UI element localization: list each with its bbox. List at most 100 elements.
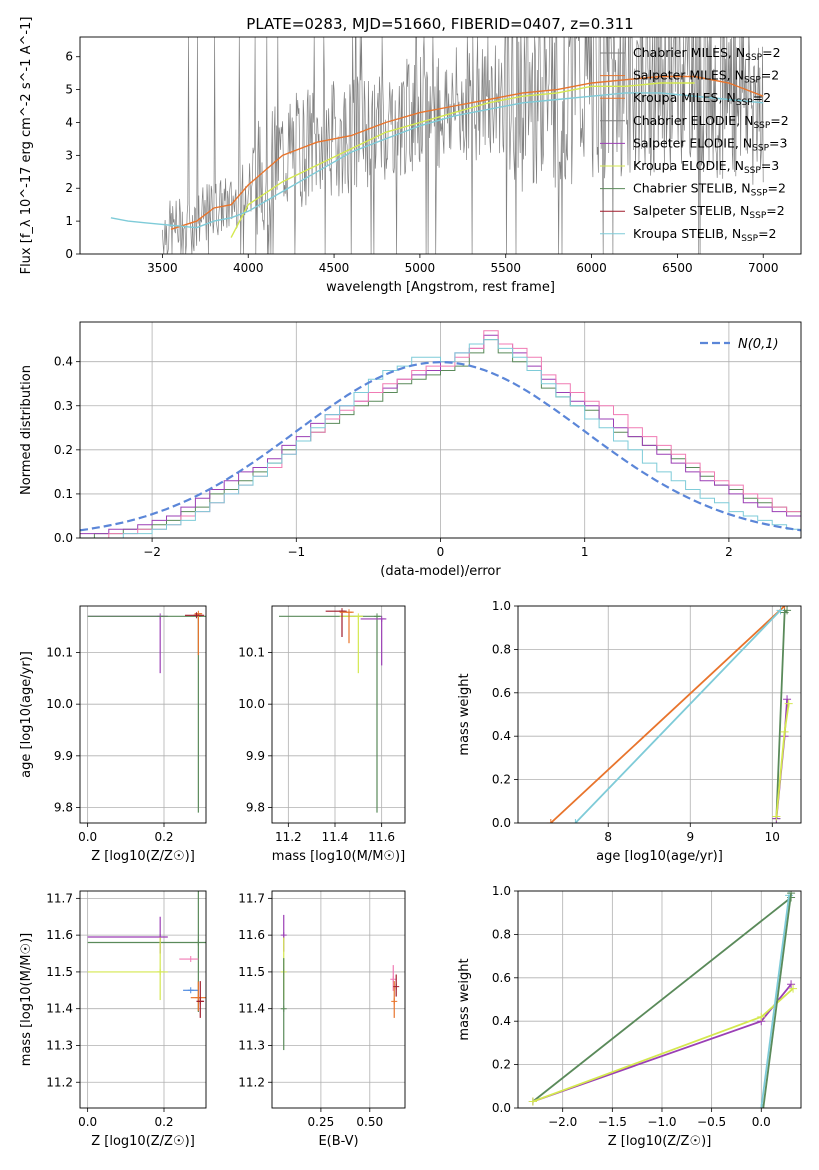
y-tick-label: 11.7 [238, 891, 265, 905]
legend-rest: =2 [762, 45, 780, 60]
y-axis-label: Normed distribution [19, 365, 34, 495]
mass-weight-marker [571, 819, 580, 823]
x-tick-label: 6500 [662, 261, 693, 275]
y-tick-label: 0.0 [54, 531, 73, 545]
y-axis-label: mass [log10(M/M☉)] [19, 933, 34, 1066]
x-tick-label: 5500 [490, 261, 521, 275]
panel-age-vs-Z-plot-area [87, 610, 206, 813]
legend-label: Salpeter MILES, NSSP=2 [633, 68, 779, 86]
y-tick-label: 1.0 [492, 884, 511, 898]
legend-subscript: SSP [744, 166, 761, 176]
legend-rest: =2 [770, 113, 788, 128]
legend-rest: =2 [753, 90, 771, 105]
axes-frame [271, 605, 406, 824]
x-axis-label: E(B-V) [318, 1134, 358, 1149]
y-tick-label: 4 [65, 115, 73, 129]
y-tick-label: 11.3 [46, 1038, 73, 1052]
observed-spectrum-line [162, 37, 764, 254]
x-tick-label: 2 [725, 545, 733, 559]
x-tick-label: 10 [765, 830, 780, 844]
data-point-marker [346, 609, 352, 616]
y-tick-label: 9.9 [54, 749, 73, 763]
y-tick-label: 10.0 [46, 697, 73, 711]
mass-weight-line-0 [532, 896, 792, 1103]
x-tick-label: 0.0 [78, 1115, 97, 1129]
spectrum-legend: Chabrier MILES, NSSP=2 Salpeter MILES, NS… [600, 45, 789, 244]
x-tick-label: 0.25 [308, 1115, 335, 1129]
mass-weight-marker [783, 606, 792, 615]
y-tick-label: 0.6 [492, 686, 511, 700]
x-tick-label: −0.5 [697, 1115, 726, 1129]
x-axis-label: (data-model)/error [380, 564, 501, 579]
y-tick-label: 11.5 [238, 965, 265, 979]
legend-rest: =3 [769, 135, 787, 150]
y-tick-label: 10.1 [238, 646, 265, 660]
y-tick-label: 11.2 [46, 1075, 73, 1089]
mass-weight-marker [784, 699, 793, 708]
legend-label: Salpeter ELODIE, NSSP=3 [633, 135, 787, 153]
y-tick-label: 0.2 [54, 443, 73, 457]
x-axis-label: wavelength [Angstrom, rest frame] [326, 280, 555, 295]
x-axis-label: Z [log10(Z/Z☉)] [91, 849, 195, 864]
x-tick-label: 8 [604, 830, 612, 844]
legend-subscript: SSP [736, 98, 753, 108]
histogram-plot-area [80, 330, 801, 538]
data-point-marker [390, 976, 397, 983]
mass-weight-marker [783, 695, 792, 704]
legend-rest: =2 [761, 68, 779, 83]
x-axis-label: Z [log10(Z/Z☉)] [608, 1134, 712, 1149]
y-axis-label: age [log10(age/yr)] [19, 651, 34, 778]
x-tick-label: 4500 [319, 261, 350, 275]
x-tick-label: 7000 [748, 261, 779, 275]
mass-weight-marker [528, 1097, 537, 1106]
panel-mass-vs-EBV-plot-area [280, 914, 400, 1051]
y-tick-label: 3 [65, 148, 73, 162]
legend-subscript: SSP [749, 211, 766, 221]
data-point-marker [197, 998, 204, 1005]
data-point-marker [280, 932, 287, 939]
y-tick-label: 9.9 [246, 749, 265, 763]
legend-label: Kroupa STELIB, NSSP=2 [633, 226, 777, 244]
x-tick-label: 11.6 [368, 830, 395, 844]
x-tick-label: 0 [437, 545, 445, 559]
legend-label: Chabrier STELIB, NSSP=2 [633, 181, 786, 199]
x-tick-label: 11.4 [322, 830, 349, 844]
legend-label: Chabrier ELODIE, NSSP=2 [633, 113, 789, 131]
x-tick-label: 0.50 [356, 1115, 383, 1129]
x-tick-label: 1 [581, 545, 589, 559]
y-tick-label: 11.7 [46, 891, 73, 905]
legend-label: Kroupa ELODIE, NSSP=3 [633, 158, 779, 176]
panel-spectrum: 3500 4000 4500 5000 5500 6000 6500 7000 0 1 2 3 4 5 6 w… [19, 17, 802, 295]
x-tick-label: 6000 [576, 261, 607, 275]
axes-frame [79, 36, 802, 255]
data-point-marker [187, 956, 194, 963]
mass-weight-line-3 [760, 895, 790, 1108]
legend-label: Chabrier MILES, NSSP=2 [633, 45, 781, 63]
x-tick-label: 9 [686, 830, 694, 844]
y-tick-label: 0.8 [492, 927, 511, 941]
data-point-marker [391, 998, 398, 1005]
panel-mass-vs-EBV: 0.25 0.50 11.2 11.3 11.4 11.5 11.6 11.7 E(B-V) [238, 890, 406, 1149]
y-tick-label: 1.0 [492, 599, 511, 613]
panel-mass-weight-vs-Z: −2.0 −1.5 −1.0 −0.5 0.0 0.0 0.2 0.4 0.6 0.8 1.0 Z [… [457, 884, 802, 1149]
legend-rest: =3 [761, 158, 779, 173]
x-tick-label: 0.2 [154, 1115, 173, 1129]
mass-weight-marker [546, 819, 555, 823]
panel-age-vs-mass: 11.2 11.4 11.6 9.8 9.9 10.0 10.1 mass [log10(M/… [238, 605, 406, 864]
data-point-marker [393, 983, 400, 990]
panel-mass-vs-Z-plot-area [87, 891, 206, 1018]
x-tick-label: −2.0 [548, 1115, 577, 1129]
y-tick-label: 0.2 [492, 1058, 511, 1072]
axes-frame [271, 890, 406, 1109]
y-tick-label: 11.6 [238, 928, 265, 942]
mass-weight-marker [789, 984, 798, 993]
y-tick-label: 0.1 [54, 487, 73, 501]
data-point-marker [280, 1005, 287, 1012]
x-tick-label: 3500 [147, 261, 178, 275]
x-tick-label: −1 [287, 545, 305, 559]
axes-frame [517, 605, 802, 824]
axes-frame [79, 890, 207, 1109]
y-tick-label: 9.8 [246, 801, 265, 815]
panel-mass-weight-vs-age: 8 9 10 0.0 0.2 0.4 0.6 0.8 1.0 age [log10(age/yr)… [457, 599, 802, 864]
